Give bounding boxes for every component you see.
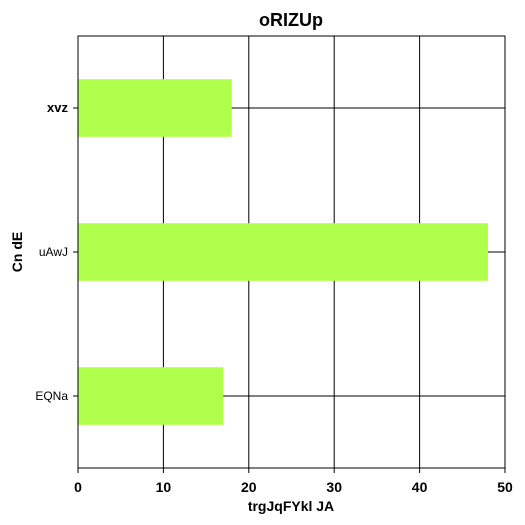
bar-EQNa bbox=[78, 367, 224, 425]
y-axis-label: Cn dE bbox=[9, 232, 25, 272]
y-tick-label: uAwJ bbox=[39, 245, 68, 259]
bar-uAwJ bbox=[78, 223, 488, 281]
x-tick-label: 30 bbox=[326, 479, 342, 495]
plot-frame bbox=[77, 35, 506, 469]
y-tick-label: EQNa bbox=[35, 389, 68, 403]
x-tick-label: 10 bbox=[156, 479, 172, 495]
y-tick-labels: EQNa uAwJ xvz bbox=[35, 100, 68, 403]
y-tick-label: xvz bbox=[47, 100, 68, 115]
x-tick-label: 0 bbox=[74, 479, 82, 495]
x-axis-label: trgJqFYkl JA bbox=[248, 498, 334, 514]
bar-xvz bbox=[78, 79, 232, 137]
chart-title: oRIZUp bbox=[259, 10, 323, 30]
x-tick-label: 20 bbox=[241, 479, 257, 495]
x-tick-labels: 0 10 20 30 40 50 bbox=[74, 479, 513, 495]
bars bbox=[78, 79, 488, 425]
x-tick-label: 40 bbox=[412, 479, 428, 495]
x-tick-label: 50 bbox=[497, 479, 513, 495]
